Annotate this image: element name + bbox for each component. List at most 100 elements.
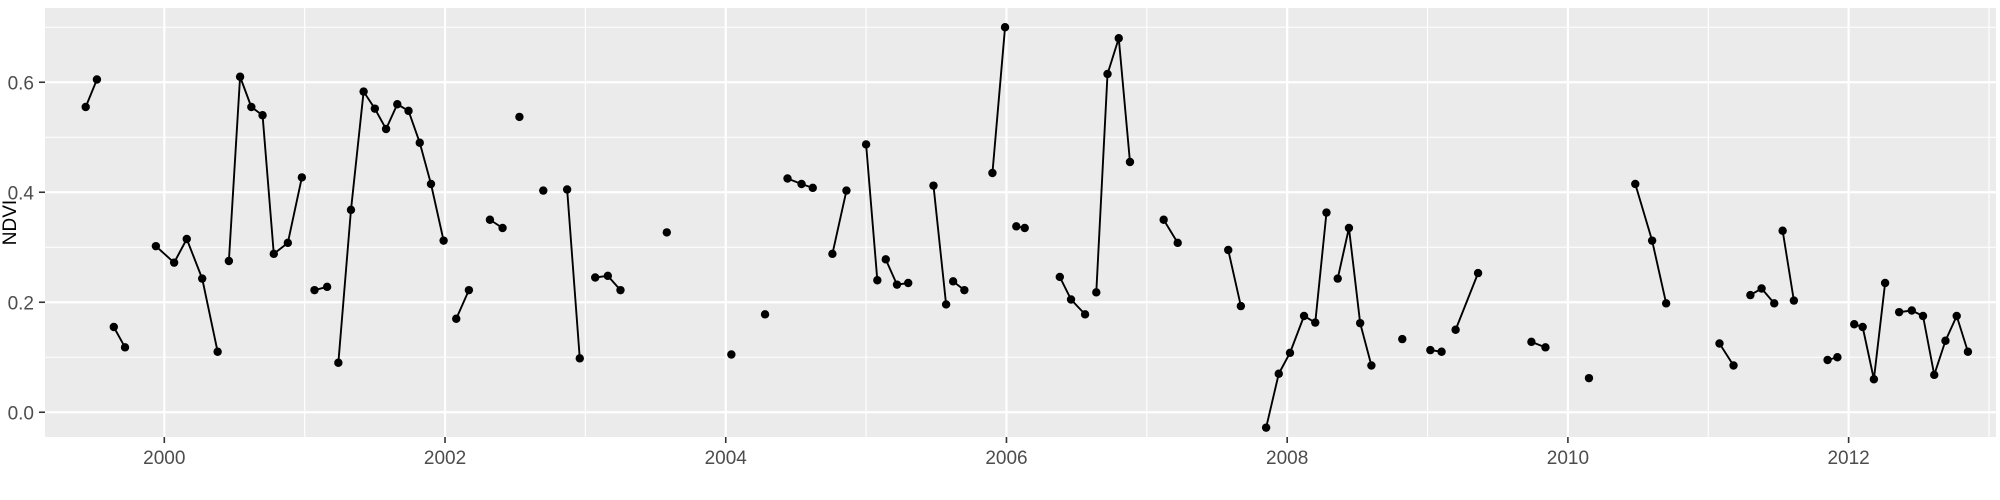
data-point (224, 256, 234, 266)
segment-34 (1584, 373, 1594, 383)
series-segment-line (455, 289, 470, 320)
data-point (359, 87, 368, 96)
ndvi-series (81, 23, 1973, 432)
segment-15 (760, 310, 770, 319)
data-point (881, 255, 890, 264)
y-axis-tick-labels: 0.0 0.2 0.4 0.6 (8, 73, 35, 424)
data-point (1355, 318, 1365, 328)
data-point (1963, 347, 1973, 356)
segment-31 (1426, 345, 1446, 356)
data-point (439, 236, 448, 245)
data-point (415, 138, 424, 147)
series-segment-line (1227, 249, 1242, 308)
data-point (1584, 373, 1594, 383)
data-point (1930, 370, 1939, 380)
data-point (1941, 336, 1950, 345)
segment-23 (1012, 222, 1029, 233)
series-segment-line (1454, 272, 1480, 331)
segment-8 (485, 215, 507, 233)
segment-10 (539, 186, 548, 195)
data-point (1080, 310, 1090, 319)
data-point (1858, 322, 1867, 332)
series-segment-line (1853, 282, 1887, 381)
data-point (334, 358, 343, 367)
segment-12 (591, 271, 625, 295)
segment-3 (151, 234, 222, 356)
data-point (929, 181, 938, 190)
series-segment-line (84, 78, 98, 108)
x-tick-label: 2004 (705, 448, 748, 469)
data-point (562, 185, 572, 194)
data-point (1918, 311, 1928, 321)
data-point (1012, 222, 1021, 231)
data-point (1398, 334, 1407, 344)
data-point (727, 350, 736, 359)
y-tick-label: 0.2 (8, 293, 34, 314)
data-point (1823, 355, 1832, 365)
major-gridlines (45, 8, 1996, 437)
segment-7 (452, 285, 474, 323)
segment-33 (1527, 337, 1550, 352)
data-point (322, 282, 332, 292)
segment-28 (1261, 208, 1331, 432)
data-point (120, 343, 130, 352)
data-point (109, 322, 118, 332)
data-point (381, 124, 391, 134)
series-segment-line (1162, 218, 1179, 244)
data-point (1757, 284, 1766, 293)
data-point (1103, 69, 1112, 79)
data-point (828, 249, 837, 259)
data-point (198, 274, 207, 283)
data-point (988, 168, 997, 178)
segment-26 (1159, 215, 1182, 248)
data-point (452, 314, 461, 323)
data-point (1299, 311, 1309, 321)
data-point (515, 112, 524, 122)
segment-2 (109, 322, 130, 352)
y-tick-label: 0.6 (8, 73, 34, 94)
x-tick-label: 2002 (424, 448, 466, 469)
data-point (1173, 238, 1182, 248)
segment-41 (1894, 306, 1973, 380)
y-axis-title-group: NDVI (0, 200, 21, 245)
series-segment-line (1265, 211, 1328, 429)
segment-32 (1451, 268, 1483, 334)
segment-24 (1055, 272, 1090, 319)
segment-4 (224, 72, 307, 266)
data-point (1274, 369, 1283, 378)
segment-40 (1850, 278, 1890, 384)
data-point (662, 228, 671, 237)
data-point (1833, 353, 1842, 362)
segment-22 (988, 23, 1010, 178)
data-point (498, 223, 507, 233)
segment-14 (727, 350, 736, 359)
data-point (861, 140, 871, 149)
data-point (1778, 226, 1787, 235)
data-point (1000, 23, 1010, 32)
segment-38 (1778, 226, 1799, 305)
segment-19 (881, 255, 913, 289)
plot-panel-background (45, 8, 1996, 437)
data-point (464, 285, 474, 295)
data-point (92, 75, 102, 84)
segment-13 (662, 228, 671, 237)
data-point (1367, 361, 1376, 370)
segment-1 (81, 75, 102, 112)
series-segment-line (1781, 229, 1795, 302)
data-point (81, 102, 90, 112)
segment-18 (861, 140, 882, 285)
data-point (1311, 318, 1320, 327)
segment-37 (1746, 284, 1779, 308)
data-point (808, 183, 817, 193)
segment-39 (1823, 353, 1842, 365)
data-point (575, 354, 584, 363)
series-segment-line (1336, 227, 1373, 367)
data-point (1224, 245, 1233, 255)
segment-27 (1224, 245, 1246, 311)
y-tick-label: 0.4 (8, 183, 35, 204)
y-tick-label: 0.0 (8, 403, 34, 424)
data-point (1236, 301, 1246, 311)
x-tick-label: 2000 (143, 448, 185, 469)
data-point (1729, 361, 1738, 370)
